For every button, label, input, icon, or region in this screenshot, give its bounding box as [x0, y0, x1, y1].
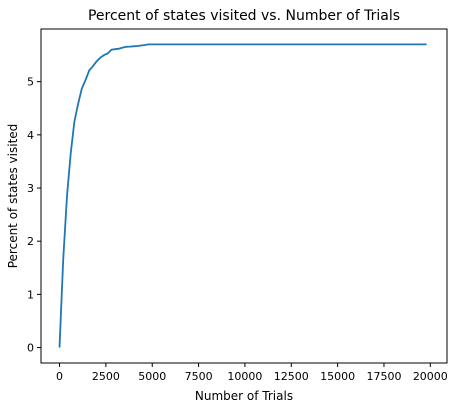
x-tick-label: 2500 [92, 370, 120, 383]
x-tick-label: 20000 [413, 370, 448, 383]
x-tick-label: 0 [56, 370, 63, 383]
y-axis: 0 1 2 3 4 5 [27, 76, 41, 355]
x-axis: 0 2500 5000 7500 10000 12500 15000 17500 20000 [56, 363, 448, 383]
y-tick-label: 0 [27, 342, 34, 355]
plot-frame [40, 28, 448, 364]
x-tick-label: 12500 [274, 370, 309, 383]
chart-title: Percent of states visited vs. Number of … [88, 8, 400, 24]
x-tick-label: 15000 [320, 370, 355, 383]
y-tick-label: 4 [27, 129, 34, 142]
x-tick-label: 10000 [227, 370, 262, 383]
x-tick-label: 5000 [138, 370, 166, 383]
y-tick-label: 1 [27, 288, 34, 301]
y-axis-label: Percent of states visited [6, 124, 20, 269]
series-line [58, 43, 427, 348]
x-axis-label: Number of Trials [195, 389, 293, 403]
y-tick-label: 3 [27, 182, 34, 195]
y-tick-label: 2 [27, 235, 34, 248]
x-tick-label: 17500 [366, 370, 401, 383]
y-tick-label: 5 [27, 76, 34, 89]
x-tick-label: 7500 [185, 370, 213, 383]
